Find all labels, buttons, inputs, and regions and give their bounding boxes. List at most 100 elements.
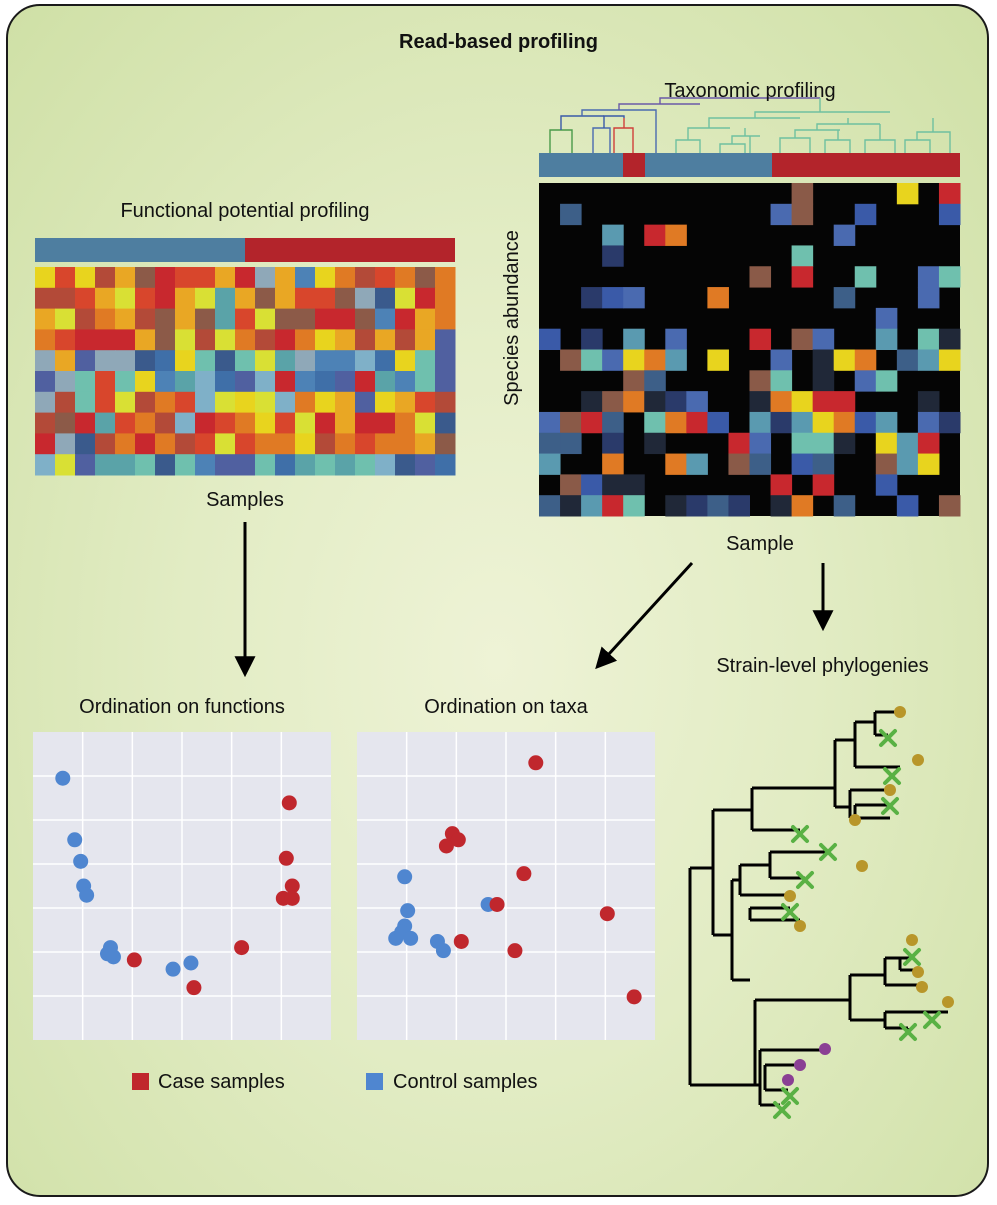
taxa-heatmap-cell: [791, 453, 814, 475]
taxa-heatmap-cell: [833, 495, 856, 517]
taxonomic-dendrogram: [549, 97, 951, 153]
func-heatmap-cell: [255, 454, 276, 476]
taxa-heatmap-cell: [917, 411, 940, 434]
func-heatmap-cell: [175, 287, 196, 310]
functional-profiling-label: Functional potential profiling: [120, 200, 370, 222]
func-heatmap-cell: [415, 433, 436, 455]
case-sample-point: [126, 952, 142, 968]
taxa-heatmap-cell: [581, 328, 603, 350]
taxa-heatmap-cell: [602, 287, 624, 309]
taxa-heatmap-cell: [602, 391, 624, 413]
func-heatmap-cell: [415, 267, 436, 289]
func-heatmap-cell: [355, 350, 376, 372]
taxa-heatmap-cell: [875, 432, 898, 455]
taxa-heatmap-cell: [602, 432, 624, 455]
taxa-heatmap-cell: [896, 495, 919, 517]
taxa-heatmap-cell: [791, 203, 814, 226]
taxa-heatmap-cell: [707, 287, 729, 309]
func-heatmap-cell: [235, 391, 256, 414]
func-heatmap-cell: [235, 454, 256, 476]
func-heatmap-cell: [135, 267, 156, 289]
taxa-heatmap-cell: [938, 349, 961, 371]
func-heatmap-cell: [375, 308, 396, 330]
func-heatmap-cell: [435, 267, 456, 289]
taxa-heatmap-cell: [917, 328, 940, 350]
taxa-heatmap-cell: [644, 391, 666, 413]
func-heatmap-cell: [75, 350, 96, 372]
taxa-heatmap-cell: [854, 203, 877, 226]
taxa-heatmap-cell: [602, 495, 624, 517]
control-legend-swatch: [366, 1073, 383, 1090]
taxa-heatmap-cell: [623, 287, 645, 309]
taxa-heatmap-cell: [791, 183, 814, 205]
taxa-heatmap-cell: [539, 411, 561, 434]
case-sample-point: [186, 980, 202, 996]
strain-cross-mark: [781, 903, 799, 921]
func-heatmap-cell: [255, 371, 276, 393]
func-heatmap-cell: [335, 454, 356, 476]
func-heatmap-cell: [255, 391, 276, 414]
func-heatmap-cell: [155, 454, 176, 476]
taxa-heatmap-cell: [539, 495, 561, 517]
func-heatmap-cell: [395, 412, 416, 434]
control-sample-point: [183, 955, 199, 971]
control-sample-point: [105, 949, 121, 965]
strain-tip-dot: [884, 784, 896, 796]
func-heatmap-cell: [235, 371, 256, 393]
func-heatmap-cell: [35, 391, 56, 414]
func-heatmap-cell: [395, 454, 416, 476]
taxa-heatmap-cell: [560, 349, 582, 371]
taxa-heatmap-cell: [854, 370, 877, 392]
strain-cross-mark: [923, 1011, 941, 1029]
case-sample-point: [507, 943, 523, 959]
func-heatmap-cell: [415, 454, 436, 476]
func-heatmap-cell: [215, 287, 236, 310]
taxa-heatmap-cell: [539, 432, 561, 455]
taxa-heatmap-cell: [812, 432, 835, 455]
func-heatmap-cell: [215, 308, 236, 330]
taxa-heatmap-cell: [896, 453, 919, 475]
page-title: Read-based profiling: [399, 31, 598, 53]
func-heatmap-cell: [195, 350, 216, 372]
strain-cross-mark: [903, 948, 921, 966]
taxa-heatmap-cell: [581, 495, 603, 517]
strain-tip-dot: [906, 934, 918, 946]
func-heatmap-cell: [215, 371, 236, 393]
func-heatmap-cell: [395, 391, 416, 414]
func-heatmap-cell: [95, 391, 116, 414]
func-heatmap-cell: [215, 391, 236, 414]
strain-cross-mark: [881, 797, 899, 815]
strain-tip-dot: [912, 754, 924, 766]
strain-cross-mark: [879, 729, 897, 747]
taxa-heatmap-cell: [644, 411, 666, 434]
func-heatmap-cell: [75, 433, 96, 455]
func-heatmap-cell: [35, 267, 56, 289]
taxa-heatmap-cell: [938, 495, 961, 517]
func-heatmap-cell: [315, 329, 336, 351]
taxa-heatmap-cell: [623, 328, 645, 350]
taxa-heatmap-cell: [665, 328, 687, 350]
taxa-heatmap-cell: [623, 349, 645, 371]
func-heatmap-cell: [335, 350, 356, 372]
taxa-heatmap-cell: [791, 328, 814, 350]
func-heatmap-cell: [435, 433, 456, 455]
taxa-heatmap-cell: [770, 349, 793, 371]
func-heatmap-cell: [35, 350, 56, 372]
func-heatmap-cell: [195, 371, 216, 393]
func-heatmap-cell: [155, 308, 176, 330]
case-sample-point: [453, 933, 469, 949]
species-abundance-label: Species abundance: [501, 230, 523, 406]
func-heatmap-cell: [255, 412, 276, 434]
func-heatmap-cell: [435, 287, 456, 310]
func-heatmap-cell: [55, 433, 76, 455]
func-heatmap-cell: [255, 329, 276, 351]
func-heatmap-cell: [115, 433, 136, 455]
func-heatmap-cell: [255, 308, 276, 330]
strain-tip-dot: [784, 890, 796, 902]
taxa-heatmap-cell: [644, 370, 666, 392]
taxa-heatmap-cell: [770, 411, 793, 434]
func-heatmap-cell: [395, 350, 416, 372]
func-heatmap-cell: [355, 454, 376, 476]
case-sample-point: [278, 850, 294, 866]
